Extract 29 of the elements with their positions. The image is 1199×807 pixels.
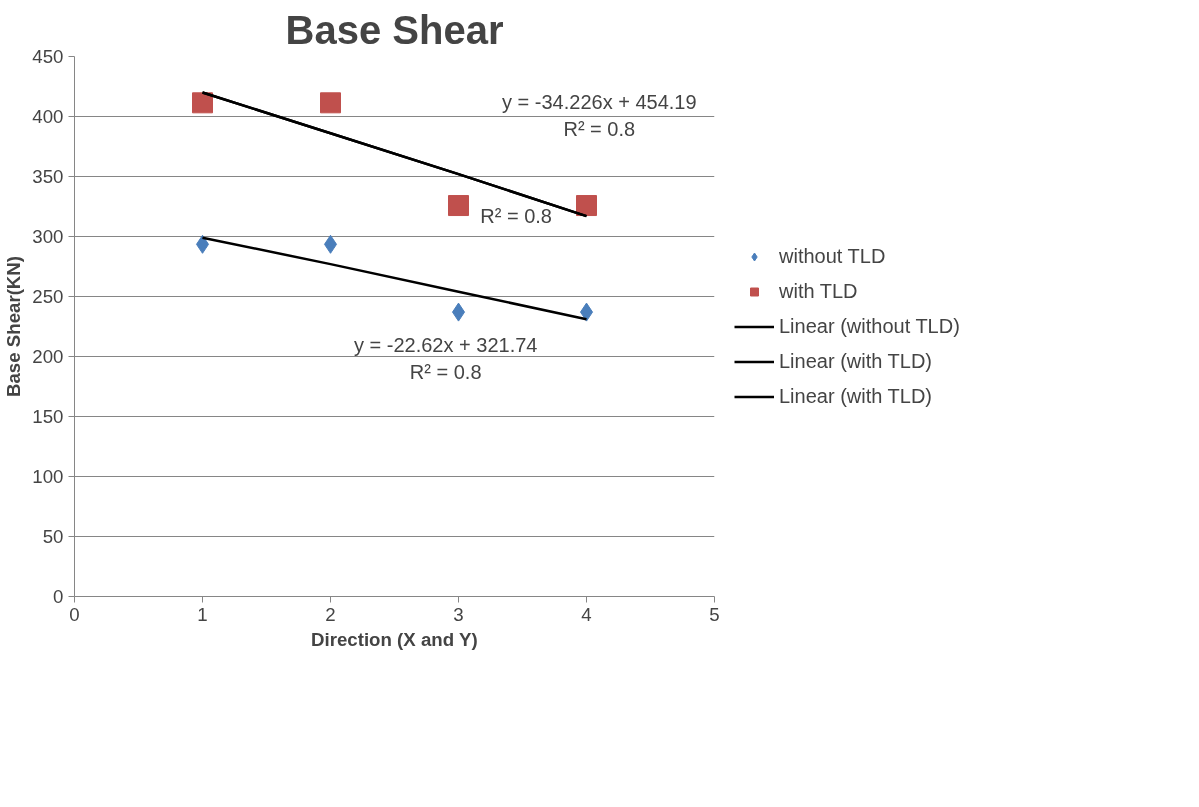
y-tick-label: 350	[32, 166, 64, 187]
x-tick-label: 1	[197, 603, 208, 625]
x-tick-label: 3	[453, 603, 464, 625]
y-tick-label: 0	[53, 586, 64, 607]
y-tick-label: 250	[32, 286, 64, 307]
annotation: y = -34.226x + 454.19	[502, 91, 697, 114]
y-tick-label: 50	[42, 526, 64, 547]
chart-title: Base Shear	[285, 7, 504, 52]
y-tick-label: 450	[32, 46, 64, 67]
legend-label: with TLD	[779, 279, 858, 303]
y-axis-title: Base Shear(KN)	[3, 255, 25, 397]
x-tick-label: 2	[325, 603, 336, 625]
y-tick-label: 300	[32, 226, 64, 247]
annotation: R² = 0.8	[563, 118, 636, 141]
legend-label: Linear (with TLD)	[779, 384, 933, 408]
x-tick-label: 4	[581, 603, 592, 625]
y-tick-label: 200	[32, 346, 64, 367]
x-tick-label: 5	[709, 603, 720, 625]
x-tick-label: 0	[69, 603, 80, 625]
x-axis-title: Direction (X and Y)	[311, 628, 478, 650]
annotation: y = -22.62x + 321.74	[353, 334, 538, 357]
y-tick-label: 400	[32, 106, 64, 127]
y-tick-label: 150	[32, 406, 64, 427]
legend-label: Linear (without TLD)	[779, 314, 960, 338]
y-tick-label: 100	[32, 466, 64, 487]
annotation: R² = 0.8	[480, 204, 552, 227]
legend-label: without TLD	[779, 244, 886, 268]
annotation: R² = 0.8	[409, 361, 482, 384]
legend-label: Linear (with TLD)	[779, 349, 933, 373]
